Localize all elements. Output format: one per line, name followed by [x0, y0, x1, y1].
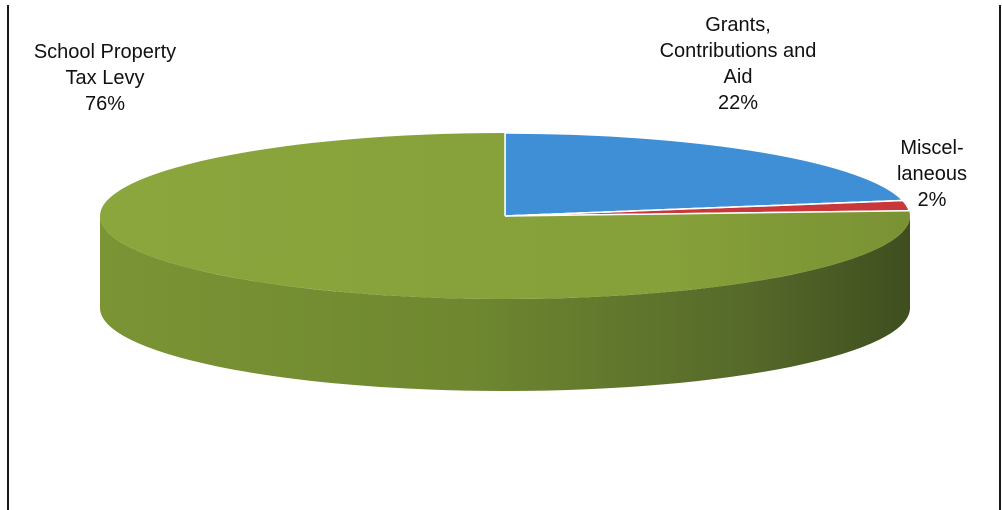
- slice-edge-1: [504, 199, 903, 217]
- slice-name-line: laneous: [897, 163, 967, 185]
- slice-name-line: School Property: [34, 41, 176, 63]
- slice-name-line: Miscel-: [900, 137, 963, 159]
- slice-name-line: Contributions and: [660, 40, 817, 62]
- pie-slice-2: [99, 133, 910, 300]
- pie-slice-0: [504, 132, 904, 217]
- slice-percent-label: 22%: [718, 92, 758, 114]
- slice-percent-label: 2%: [918, 189, 947, 211]
- slice-edge-2: [504, 210, 910, 217]
- slice-label-0: Grants, Contributions and Aid 22%: [660, 14, 817, 114]
- slice-name-line: Aid: [724, 66, 753, 88]
- slice-name-line: Grants,: [705, 14, 771, 36]
- slice-label-2: School Property Tax Levy 76%: [34, 41, 176, 115]
- slice-name-line: Tax Levy: [66, 67, 145, 89]
- pie-slices: [99, 132, 910, 391]
- pie-side-wall: [100, 216, 910, 391]
- slice-percent-label: 76%: [85, 93, 125, 115]
- slice-label-1: Miscel-laneous 2%: [897, 137, 967, 211]
- slice-labels: Grants, Contributions and Aid 22% Miscel-lan…: [34, 14, 967, 211]
